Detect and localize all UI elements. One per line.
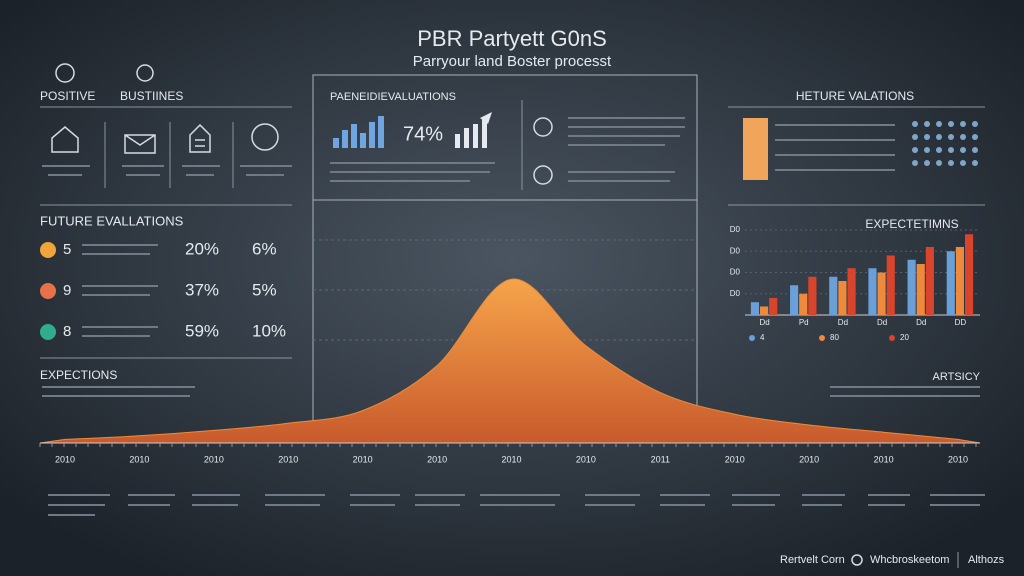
placeholder-text <box>42 386 195 397</box>
x-tick-label: Dd <box>916 318 926 327</box>
legend-swatch <box>749 335 755 341</box>
bar <box>829 276 838 315</box>
tab: POSITIVE <box>40 89 95 103</box>
x-tick-label: 2010 <box>576 454 596 464</box>
panel <box>312 74 698 201</box>
footer-text: Althozs <box>968 554 1005 566</box>
x-tick-label: DD <box>955 318 967 327</box>
x-tick-label: Dd <box>759 318 769 327</box>
bar <box>916 264 925 315</box>
bar <box>847 268 856 315</box>
row-number: 5 <box>63 241 71 258</box>
x-tick-label: 2010 <box>278 454 298 464</box>
x-tick-label: 2010 <box>874 454 894 464</box>
tab: BUSTIINES <box>120 89 183 103</box>
section-title: FUTURE EVALLATIONS <box>40 213 184 228</box>
chart-title: EXPECTETIMNS <box>865 217 958 231</box>
row-number: 8 <box>63 323 71 340</box>
x-tick-label: 2010 <box>55 454 75 464</box>
bar <box>925 247 934 315</box>
row-value: 6% <box>252 239 277 258</box>
y-tick-label: D0 <box>730 268 741 277</box>
row-dot <box>40 283 56 299</box>
placeholder-text <box>830 386 980 397</box>
panel-title: PAENEIDIEVALUATIONS <box>330 91 456 103</box>
footer-text: Whcbroskeetom <box>870 554 949 566</box>
swatch <box>743 118 768 180</box>
bar <box>868 268 877 315</box>
legend-label: 4 <box>760 333 765 342</box>
x-tick-label: 2010 <box>948 454 968 464</box>
placeholder-text <box>48 494 985 516</box>
bar-chart: EXPECTETIMNS D0 D0 D0 D0 Dd Pd Dd Dd Dd DD 4 80 20 <box>730 217 980 342</box>
bar <box>886 255 895 315</box>
icon <box>51 126 79 153</box>
legend-swatch <box>889 335 895 341</box>
bar <box>750 302 760 315</box>
x-tick-label: 2010 <box>204 454 224 464</box>
bar <box>877 272 886 315</box>
icon <box>136 64 154 82</box>
x-tick-label: Pd <box>799 318 809 327</box>
x-tick-label: 2010 <box>353 454 373 464</box>
row-value: 10% <box>252 321 286 340</box>
row-value: 5% <box>252 280 277 299</box>
x-tick-label: 2010 <box>501 454 521 464</box>
placeholder-text <box>42 165 292 176</box>
x-tick-label: 2010 <box>799 454 819 464</box>
x-tick-label: 2010 <box>129 454 149 464</box>
y-tick-label: D0 <box>730 246 741 255</box>
x-tick-label: Dd <box>877 318 887 327</box>
x-tick-label: 2011 <box>651 454 670 464</box>
bar <box>955 247 964 315</box>
bar <box>838 281 847 315</box>
icon <box>533 117 553 137</box>
stat: 74% <box>403 123 443 145</box>
legend-label: 80 <box>830 333 839 342</box>
row-dot <box>40 242 56 258</box>
y-tick-label: D0 <box>730 289 741 298</box>
icon <box>55 63 75 83</box>
arrow-icon <box>455 112 492 148</box>
placeholder-grid <box>775 124 895 171</box>
row-value: 20% <box>185 239 219 258</box>
legend-swatch <box>819 335 825 341</box>
footer-text: Rertvelt Corn <box>780 554 845 566</box>
icon <box>124 134 156 154</box>
row-value: 37% <box>185 280 219 299</box>
icon <box>251 123 279 151</box>
bar-icon <box>333 116 384 148</box>
bar <box>799 293 808 315</box>
y-tick-label: D0 <box>730 225 741 234</box>
bar <box>760 306 769 315</box>
section-title: ARTSICY <box>933 371 981 383</box>
panel-title: HETURE VALATIONS <box>796 89 914 103</box>
icon <box>189 123 211 153</box>
area <box>39 278 981 444</box>
rows: 5 20% 6% 9 37% 5% 8 59% 10% <box>40 239 286 340</box>
bar <box>964 234 974 315</box>
bar <box>946 251 955 315</box>
bar <box>769 298 778 315</box>
row-dot <box>40 324 56 340</box>
section-title: EXPECTIONS <box>40 368 117 382</box>
icon <box>851 554 863 566</box>
bar <box>808 276 817 315</box>
icon <box>533 165 553 185</box>
title: PBR Partyett G0nS <box>417 26 607 51</box>
dot-grid <box>912 121 978 166</box>
area-chart: 2010 2010 2010 2010 2010 2010 2010 2010 2011 2010… <box>39 278 981 464</box>
legend-label: 20 <box>900 333 909 342</box>
x-tick-label: Dd <box>838 318 848 327</box>
placeholder-text <box>330 117 685 182</box>
bar <box>790 285 799 315</box>
bar <box>907 259 916 315</box>
row-number: 9 <box>63 282 71 299</box>
subtitle: Parryour land Boster processt <box>413 53 612 70</box>
row-value: 59% <box>185 321 219 340</box>
x-tick-label: 2010 <box>427 454 447 464</box>
x-tick-label: 2010 <box>725 454 745 464</box>
